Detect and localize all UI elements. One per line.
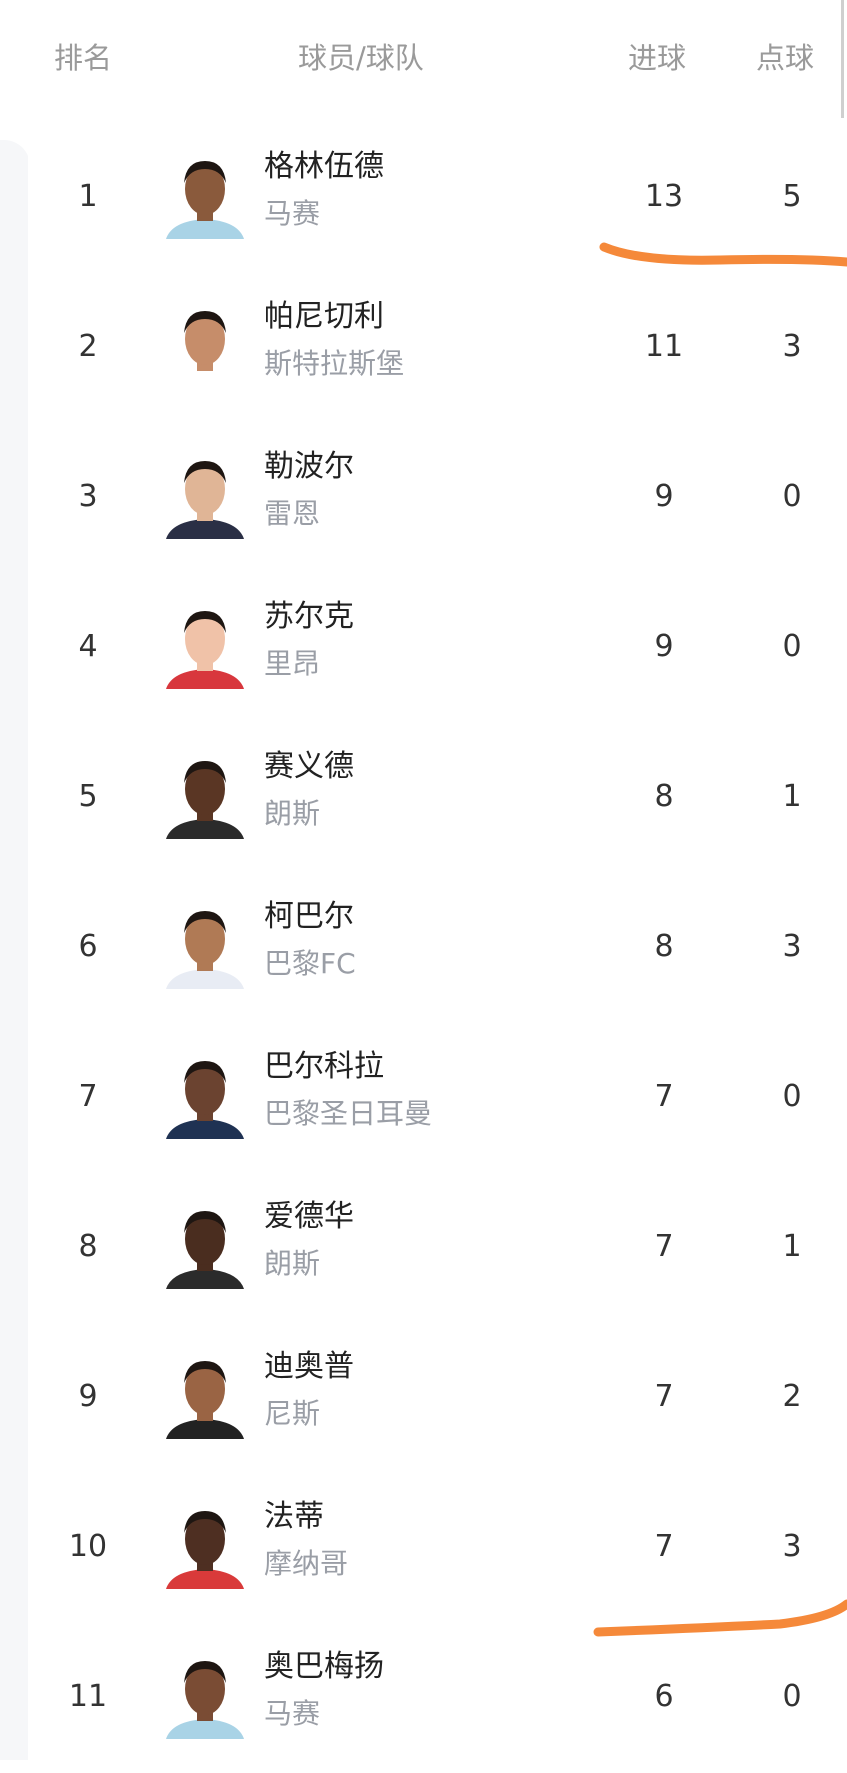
team-name[interactable]: 巴黎圣日耳曼 (264, 1097, 433, 1130)
penalties-value: 2 (782, 1379, 802, 1414)
player-avatar[interactable] (162, 303, 248, 389)
table-row[interactable]: 5 赛义德 朗斯 8 1 (0, 723, 847, 873)
table-row[interactable]: 10 法蒂 摩纳哥 7 3 (0, 1473, 847, 1623)
team-name[interactable]: 斯特拉斯堡 (264, 347, 405, 380)
rank: 5 (78, 779, 98, 814)
penalties-value: 3 (782, 1529, 802, 1564)
card-edge (0, 140, 30, 1760)
rank: 2 (78, 329, 98, 364)
penalties-value: 0 (782, 479, 802, 514)
player-avatar[interactable] (162, 453, 248, 539)
rank: 7 (78, 1079, 98, 1114)
player-name[interactable]: 勒波尔 (264, 449, 354, 484)
player-name[interactable]: 法蒂 (264, 1499, 324, 1534)
penalties-value: 1 (782, 779, 802, 814)
rank: 6 (78, 929, 98, 964)
penalties-value: 0 (782, 629, 802, 664)
player-name[interactable]: 赛义德 (264, 749, 354, 784)
player-avatar[interactable] (162, 1053, 248, 1139)
table-row[interactable]: 2 帕尼切利 斯特拉斯堡 11 3 (0, 273, 847, 423)
goals-value: 7 (654, 1529, 674, 1564)
player-name[interactable]: 苏尔克 (264, 599, 354, 634)
team-name[interactable]: 尼斯 (264, 1397, 321, 1430)
rank: 1 (78, 179, 98, 214)
player-avatar[interactable] (162, 1653, 248, 1739)
table-row[interactable]: 9 迪奥普 尼斯 7 2 (0, 1323, 847, 1473)
rank: 4 (78, 629, 98, 664)
player-avatar[interactable] (162, 603, 248, 689)
rank: 9 (78, 1379, 98, 1414)
player-avatar[interactable] (162, 153, 248, 239)
player-avatar[interactable] (162, 1503, 248, 1589)
team-name[interactable]: 摩纳哥 (264, 1547, 349, 1580)
penalties-value: 1 (782, 1229, 802, 1264)
player-name[interactable]: 爱德华 (264, 1199, 354, 1234)
penalties-value: 3 (782, 929, 802, 964)
goals-value: 7 (654, 1229, 674, 1264)
rank: 8 (78, 1229, 98, 1264)
team-name[interactable]: 巴黎FC (264, 947, 356, 980)
rank: 10 (68, 1529, 108, 1564)
header-player-team[interactable]: 球员/球队 (298, 41, 424, 75)
player-name[interactable]: 迪奥普 (264, 1349, 354, 1384)
player-name[interactable]: 格林伍德 (264, 149, 384, 184)
player-avatar[interactable] (162, 753, 248, 839)
penalties-value: 5 (782, 179, 802, 214)
team-name[interactable]: 马赛 (264, 197, 321, 230)
rank: 3 (78, 479, 98, 514)
table-row[interactable]: 7 巴尔科拉 巴黎圣日耳曼 7 0 (0, 1023, 847, 1173)
team-name[interactable]: 朗斯 (264, 797, 321, 830)
player-avatar[interactable] (162, 1203, 248, 1289)
player-name[interactable]: 帕尼切利 (264, 299, 384, 334)
header-penalties[interactable]: 点球 (756, 41, 815, 75)
table-row[interactable]: 11 奥巴梅扬 马赛 6 0 (0, 1623, 847, 1773)
table-row[interactable]: 6 柯巴尔 巴黎FC 8 3 (0, 873, 847, 1023)
table-row[interactable]: 8 爱德华 朗斯 7 1 (0, 1173, 847, 1323)
team-name[interactable]: 朗斯 (264, 1247, 321, 1280)
goals-value: 6 (654, 1679, 674, 1714)
player-name[interactable]: 奥巴梅扬 (264, 1649, 384, 1684)
goals-value: 8 (654, 929, 674, 964)
goals-value: 8 (654, 779, 674, 814)
player-avatar[interactable] (162, 903, 248, 989)
goals-value: 9 (654, 479, 674, 514)
penalties-value: 0 (782, 1079, 802, 1114)
team-name[interactable]: 马赛 (264, 1697, 321, 1730)
team-name[interactable]: 雷恩 (264, 497, 321, 530)
goals-value: 13 (644, 179, 684, 214)
goals-value: 7 (654, 1079, 674, 1114)
goals-value: 9 (654, 629, 674, 664)
table-row[interactable]: 1 格林伍德 马赛 13 5 (0, 123, 847, 273)
table-row[interactable]: 3 勒波尔 雷恩 9 0 (0, 423, 847, 573)
scorer-list (28, 140, 847, 1760)
header-rank[interactable]: 排名 (54, 41, 113, 75)
goals-value: 11 (644, 329, 684, 364)
goals-value: 7 (654, 1379, 674, 1414)
player-name[interactable]: 巴尔科拉 (264, 1049, 384, 1084)
scrollbar[interactable] (841, 0, 844, 118)
team-name[interactable]: 里昂 (264, 647, 321, 680)
rank: 11 (68, 1679, 108, 1714)
header-goals[interactable]: 进球 (628, 41, 687, 75)
player-avatar[interactable] (162, 1353, 248, 1439)
player-name[interactable]: 柯巴尔 (264, 899, 354, 934)
table-row[interactable]: 4 苏尔克 里昂 9 0 (0, 573, 847, 723)
penalties-value: 0 (782, 1679, 802, 1714)
penalties-value: 3 (782, 329, 802, 364)
